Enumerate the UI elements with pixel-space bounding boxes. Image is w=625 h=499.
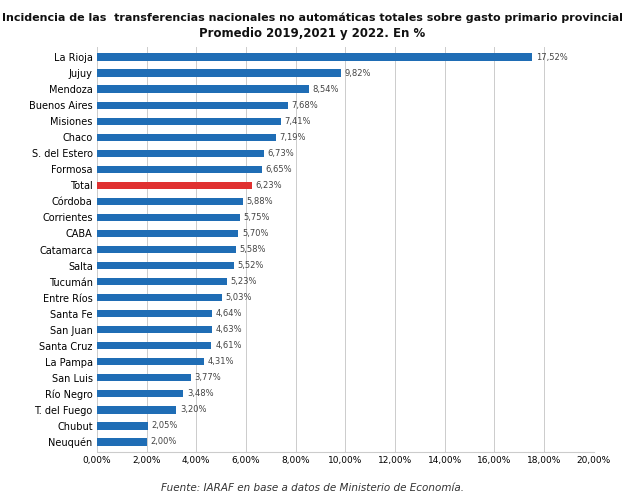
Text: 5,88%: 5,88% bbox=[247, 197, 273, 206]
Text: 2,00%: 2,00% bbox=[150, 438, 177, 447]
Text: 8,54%: 8,54% bbox=[312, 85, 339, 94]
Text: 7,41%: 7,41% bbox=[285, 117, 311, 126]
Text: 2,05%: 2,05% bbox=[151, 422, 178, 431]
Bar bbox=[97, 278, 227, 285]
Bar bbox=[97, 214, 240, 221]
Bar bbox=[97, 53, 532, 61]
Text: 6,23%: 6,23% bbox=[256, 181, 282, 190]
Bar bbox=[97, 326, 212, 333]
Bar bbox=[97, 182, 252, 189]
Text: 4,63%: 4,63% bbox=[216, 325, 242, 334]
Text: 17,52%: 17,52% bbox=[536, 52, 568, 61]
Bar bbox=[97, 166, 262, 173]
Text: 6,65%: 6,65% bbox=[266, 165, 292, 174]
Bar bbox=[97, 262, 234, 269]
Text: 3,48%: 3,48% bbox=[187, 389, 214, 398]
Bar bbox=[97, 230, 239, 237]
Text: 5,75%: 5,75% bbox=[244, 213, 270, 222]
Text: 5,52%: 5,52% bbox=[238, 261, 264, 270]
Bar bbox=[97, 406, 176, 414]
Bar bbox=[97, 69, 341, 77]
Text: 5,23%: 5,23% bbox=[231, 277, 257, 286]
Bar bbox=[97, 246, 236, 253]
Text: 4,64%: 4,64% bbox=[216, 309, 242, 318]
Text: 4,31%: 4,31% bbox=[208, 357, 234, 366]
Text: Fuente: IARAF en base a datos de Ministerio de Economía.: Fuente: IARAF en base a datos de Ministe… bbox=[161, 483, 464, 493]
Bar bbox=[97, 198, 243, 205]
Text: 7,68%: 7,68% bbox=[291, 101, 318, 110]
Bar bbox=[97, 294, 222, 301]
Text: 5,03%: 5,03% bbox=[226, 293, 252, 302]
Text: 3,20%: 3,20% bbox=[180, 405, 207, 414]
Bar bbox=[97, 358, 204, 365]
Text: Incidencia de las  transferencias nacionales no automáticas totales sobre gasto : Incidencia de las transferencias naciona… bbox=[2, 12, 623, 23]
Bar bbox=[97, 101, 288, 109]
Bar bbox=[97, 438, 146, 446]
Text: 9,82%: 9,82% bbox=[344, 68, 371, 77]
Text: 7,19%: 7,19% bbox=[279, 133, 306, 142]
Bar bbox=[97, 150, 264, 157]
Bar bbox=[97, 118, 281, 125]
Bar bbox=[97, 422, 148, 430]
Bar bbox=[97, 310, 212, 317]
Bar bbox=[97, 342, 211, 349]
Text: 5,70%: 5,70% bbox=[242, 229, 269, 238]
Bar bbox=[97, 134, 276, 141]
Text: Promedio 2019,2021 y 2022. En %: Promedio 2019,2021 y 2022. En % bbox=[199, 27, 426, 40]
Text: 3,77%: 3,77% bbox=[194, 373, 221, 382]
Bar bbox=[97, 85, 309, 93]
Bar bbox=[97, 390, 183, 398]
Text: 4,61%: 4,61% bbox=[215, 341, 242, 350]
Text: 5,58%: 5,58% bbox=[239, 245, 266, 254]
Bar bbox=[97, 374, 191, 381]
Text: 6,73%: 6,73% bbox=[268, 149, 294, 158]
